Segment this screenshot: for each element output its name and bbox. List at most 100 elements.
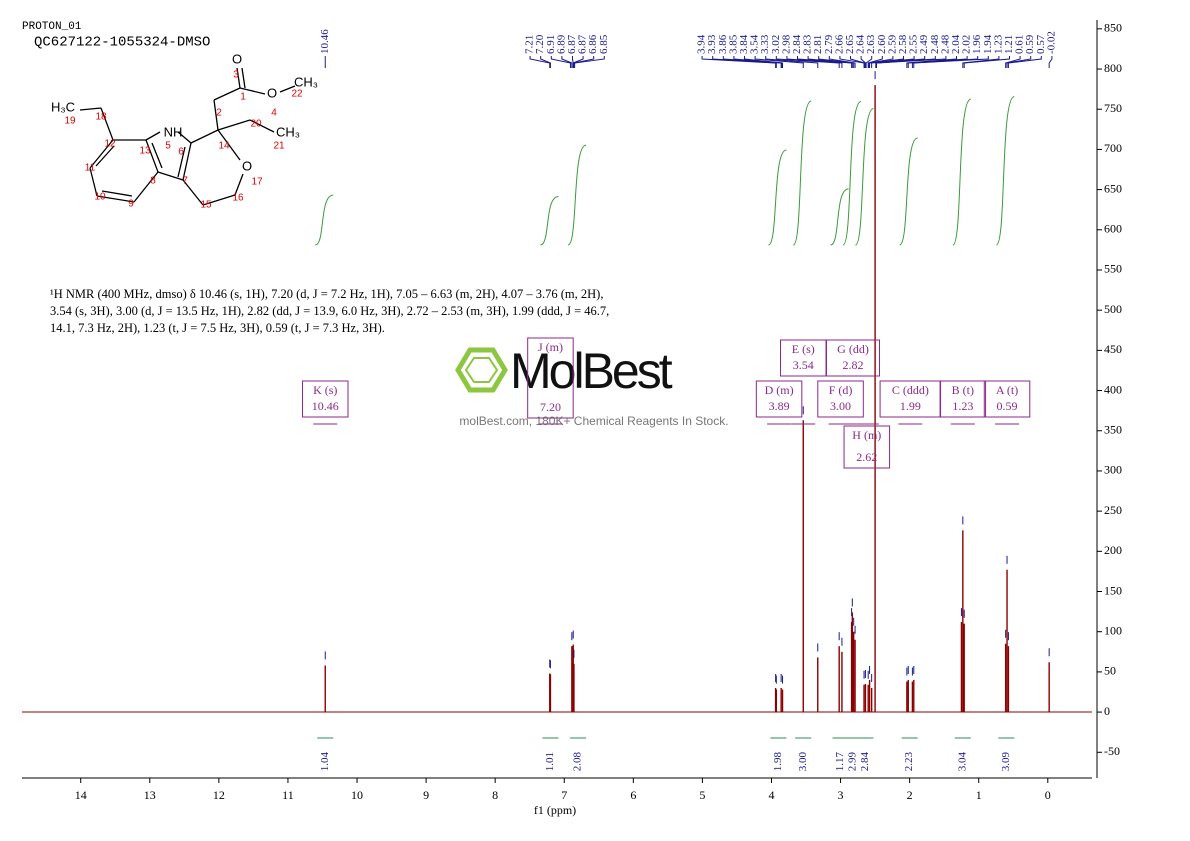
atom-number: 4 xyxy=(271,108,277,119)
peak-label: 2.64 xyxy=(855,34,867,54)
peak-label: 6.86 xyxy=(587,34,599,54)
integral-curve xyxy=(830,188,849,246)
peak-label-leader xyxy=(765,56,819,68)
integral-label: 3.09 xyxy=(1000,752,1012,772)
nmr-description: ¹H NMR (400 MHz, dmso) δ 10.46 (s, 1H), … xyxy=(50,287,610,335)
peak-label-leader xyxy=(1006,56,1032,68)
peak-label: 6.89 xyxy=(555,34,567,54)
atom-number: 12 xyxy=(104,139,116,150)
logo xyxy=(455,347,508,393)
integral-curve xyxy=(842,100,862,246)
peak-label-leader xyxy=(875,56,947,68)
x-tick-label: 5 xyxy=(699,788,705,802)
peak-label: 2.49 xyxy=(918,34,930,54)
integral-curve xyxy=(767,149,787,246)
multiplet-shift: 3.00 xyxy=(830,399,851,413)
y-tick-label: 100 xyxy=(1104,623,1122,637)
multiplet-shift: 10.46 xyxy=(312,399,339,413)
integral-label: 1.04 xyxy=(319,752,331,772)
peak-label-leader xyxy=(574,56,605,68)
integral-label: 2.08 xyxy=(572,752,584,772)
peak-label-leader xyxy=(529,56,551,68)
peak-label: 1.94 xyxy=(982,34,994,54)
multiplet-box xyxy=(755,380,803,418)
y-tick-label: 350 xyxy=(1104,423,1122,437)
multiplet-box xyxy=(825,339,880,377)
atom-number: 3 xyxy=(233,70,239,81)
multiplet-label: G (dd) xyxy=(837,342,869,356)
multiplet-shift: 2.62 xyxy=(856,450,877,464)
peak-label: 7.21 xyxy=(524,35,536,54)
multiplet-box xyxy=(817,380,864,418)
multiplet-label: H (m) xyxy=(852,428,881,442)
x-tick-label: 12 xyxy=(213,788,225,802)
peak-label-leader xyxy=(1005,56,1021,68)
atom-number: 7 xyxy=(182,176,188,187)
y-tick-label: 0 xyxy=(1104,704,1110,718)
peak-label: 2.48 xyxy=(929,34,941,54)
peak-label-leader xyxy=(540,56,551,68)
peak-label-leader xyxy=(550,56,571,68)
multiplet-box xyxy=(983,380,1031,418)
integral-label: 3.00 xyxy=(797,752,809,772)
y-tick-label: 450 xyxy=(1104,342,1122,356)
peak-label: 3.93 xyxy=(706,34,718,54)
peak-label: 10.46 xyxy=(319,29,331,54)
y-tick-label: 550 xyxy=(1104,262,1122,276)
peak-label: 3.86 xyxy=(717,34,729,54)
peak-label-leader xyxy=(868,56,894,68)
y-tick-label: 400 xyxy=(1104,382,1122,396)
peak-label: 6.87 xyxy=(566,34,578,54)
x-tick-label: 13 xyxy=(144,788,156,802)
multiplet-box xyxy=(843,425,891,469)
peak-label: 2.66 xyxy=(833,34,845,54)
peak-label: 3.54 xyxy=(749,34,761,54)
atom-number: 8 xyxy=(150,176,156,187)
multiplet-label: E (s) xyxy=(792,342,815,356)
watermark-brand: MolBest xyxy=(510,343,673,399)
integral-label: 3.04 xyxy=(956,752,968,772)
multiplet-shift: 0.59 xyxy=(997,399,1018,413)
y-tick-label: 50 xyxy=(1104,664,1116,678)
x-tick-label: 9 xyxy=(423,788,429,802)
integral-label: 1.17 xyxy=(834,752,846,772)
y-tick-label: 250 xyxy=(1104,503,1122,517)
peak-label: 6.91 xyxy=(545,35,557,54)
peak-label-leader xyxy=(839,56,865,68)
peak-label: 6.87 xyxy=(577,34,589,54)
atom-label: O xyxy=(267,85,277,100)
x-tick-label: 7 xyxy=(561,788,567,802)
y-tick-label: 600 xyxy=(1104,222,1122,236)
peak-label-leader xyxy=(573,56,595,68)
x-tick-label: 6 xyxy=(630,788,636,802)
sample-name: QC627122-1055324-DMSO xyxy=(34,35,210,51)
peak-label: 2.98 xyxy=(780,34,792,54)
integral-curve xyxy=(540,196,559,246)
peak-label: 3.84 xyxy=(738,34,750,54)
peak-label: 2.84 xyxy=(791,34,803,54)
peak-label: 2.02 xyxy=(961,35,973,54)
multiplet-label: J (m) xyxy=(538,340,563,354)
atom-label: CH₃ xyxy=(294,74,318,89)
atom-label: CH₃ xyxy=(276,124,300,139)
peak-label-leader xyxy=(744,56,784,68)
multiplet-shift: 2.82 xyxy=(842,358,863,372)
integral-curve xyxy=(315,194,334,246)
peak-label: 0.61 xyxy=(1014,35,1026,54)
multiplet-shift: 7.20 xyxy=(540,400,561,414)
peak-label: 0.59 xyxy=(1024,34,1036,54)
peak-label: 1.21 xyxy=(1003,35,1015,54)
y-tick-label: 800 xyxy=(1104,61,1122,75)
multiplet-box xyxy=(527,337,574,419)
peak-label: 3.02 xyxy=(770,35,782,54)
peak-label: 6.85 xyxy=(598,34,610,54)
peak-label-leader xyxy=(850,56,866,68)
peak-label: 2.59 xyxy=(886,34,898,54)
peak-label: 2.58 xyxy=(897,34,909,54)
peak-label-leader xyxy=(963,56,1011,68)
x-tick-label: 1 xyxy=(976,788,982,802)
multiplet-shift: 1.99 xyxy=(900,399,921,413)
integral-label: 2.84 xyxy=(859,752,871,772)
peak-label: 2.83 xyxy=(802,34,814,54)
